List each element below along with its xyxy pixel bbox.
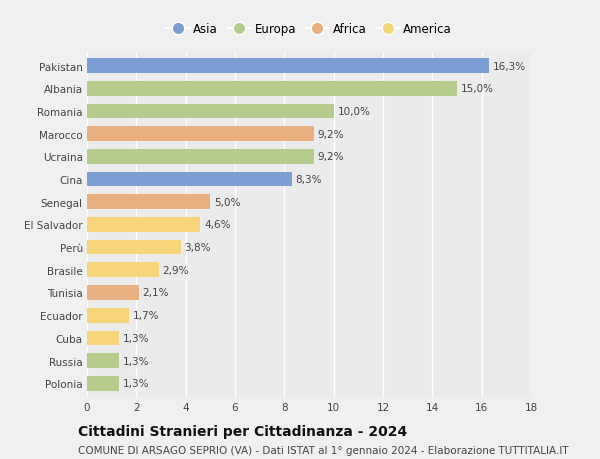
Text: Cittadini Stranieri per Cittadinanza - 2024: Cittadini Stranieri per Cittadinanza - 2…	[78, 425, 407, 438]
Bar	[87, 150, 314, 164]
Bar	[87, 308, 129, 323]
Bar	[87, 195, 211, 210]
Bar	[87, 59, 489, 74]
Text: 2,9%: 2,9%	[162, 265, 189, 275]
Bar	[87, 82, 457, 96]
Text: 9,2%: 9,2%	[317, 152, 344, 162]
Text: 4,6%: 4,6%	[204, 220, 230, 230]
Bar	[87, 218, 200, 232]
Bar	[87, 127, 314, 142]
Text: 1,7%: 1,7%	[133, 310, 159, 320]
Text: 1,3%: 1,3%	[123, 356, 149, 366]
Bar	[87, 353, 119, 368]
Text: 15,0%: 15,0%	[461, 84, 494, 94]
Bar	[87, 376, 119, 391]
Bar	[87, 172, 292, 187]
Text: 10,0%: 10,0%	[337, 106, 370, 117]
Text: COMUNE DI ARSAGO SEPRIO (VA) - Dati ISTAT al 1° gennaio 2024 - Elaborazione TUTT: COMUNE DI ARSAGO SEPRIO (VA) - Dati ISTA…	[78, 445, 569, 455]
Bar	[87, 331, 119, 346]
Bar	[87, 240, 181, 255]
Text: 1,3%: 1,3%	[123, 333, 149, 343]
Bar	[87, 263, 158, 278]
Bar	[87, 104, 334, 119]
Legend: Asia, Europa, Africa, America: Asia, Europa, Africa, America	[164, 21, 454, 39]
Text: 16,3%: 16,3%	[493, 62, 526, 71]
Text: 2,1%: 2,1%	[143, 288, 169, 298]
Text: 9,2%: 9,2%	[317, 129, 344, 140]
Text: 5,0%: 5,0%	[214, 197, 241, 207]
Text: 1,3%: 1,3%	[123, 379, 149, 388]
Bar	[87, 285, 139, 300]
Text: 8,3%: 8,3%	[295, 174, 322, 185]
Text: 3,8%: 3,8%	[184, 242, 211, 252]
